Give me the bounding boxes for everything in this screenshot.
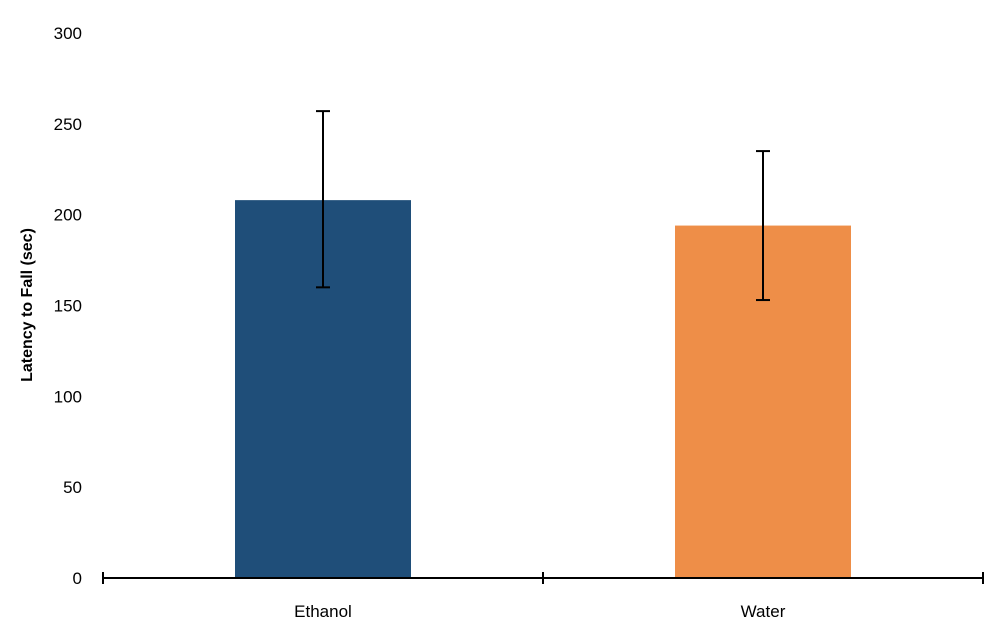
x-tick-label-water: Water [741,602,786,621]
y-axis-title: Latency to Fall (sec) [19,228,36,382]
error-bar-ethanol [316,110,330,289]
y-tick-label: 250 [54,115,82,134]
x-axis-labels: Ethanol Water [294,602,786,621]
y-tick-label: 100 [54,387,82,406]
y-axis-ticks: 0 50 100 150 200 250 300 [54,24,82,588]
error-bars [316,110,770,302]
bars [235,200,851,579]
x-axis [102,572,984,584]
error-bar-water [756,150,770,302]
y-tick-label: 150 [54,297,82,316]
y-tick-label: 300 [54,24,82,43]
y-tick-label: 50 [63,478,82,497]
x-tick-label-ethanol: Ethanol [294,602,352,621]
y-tick-label: 200 [54,206,82,225]
y-tick-label: 0 [73,569,82,588]
